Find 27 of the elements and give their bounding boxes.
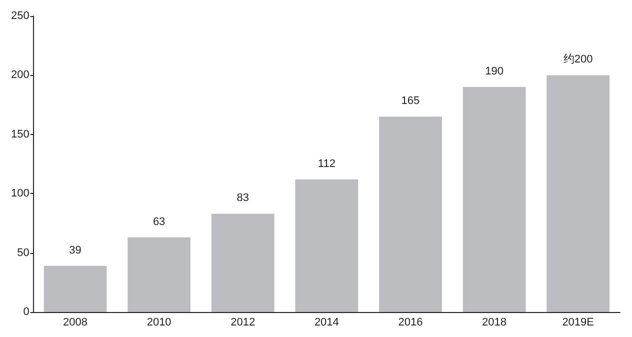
bar xyxy=(462,87,526,312)
x-tick-label: 2008 xyxy=(63,316,88,328)
bar xyxy=(379,116,442,312)
data-label: 约200 xyxy=(563,54,593,66)
data-label: 39 xyxy=(69,244,82,256)
data-label: 190 xyxy=(485,66,504,78)
data-label: 112 xyxy=(318,158,336,170)
y-tick-label: 0 xyxy=(23,306,30,318)
y-tick-label: 150 xyxy=(10,128,30,140)
x-tick-label: 2018 xyxy=(482,316,507,328)
x-tick-label: 2019E xyxy=(562,316,594,328)
x-tick-label: 2014 xyxy=(314,316,339,328)
bar xyxy=(546,75,610,312)
y-tick-label: 200 xyxy=(10,69,30,82)
y-tick-label: 100 xyxy=(10,188,30,200)
y-tick-label: 250 xyxy=(10,10,30,22)
data-label: 63 xyxy=(152,216,166,228)
x-tick-label: 2012 xyxy=(230,316,256,328)
bar xyxy=(44,266,107,312)
x-tick-label: 2016 xyxy=(398,316,423,328)
data-label: 83 xyxy=(236,192,249,204)
y-tick-label: 50 xyxy=(17,246,30,259)
bar xyxy=(128,237,190,312)
bar xyxy=(295,179,358,312)
x-tick-label: 2010 xyxy=(146,316,172,328)
data-label: 165 xyxy=(401,95,420,108)
bar xyxy=(211,214,274,312)
